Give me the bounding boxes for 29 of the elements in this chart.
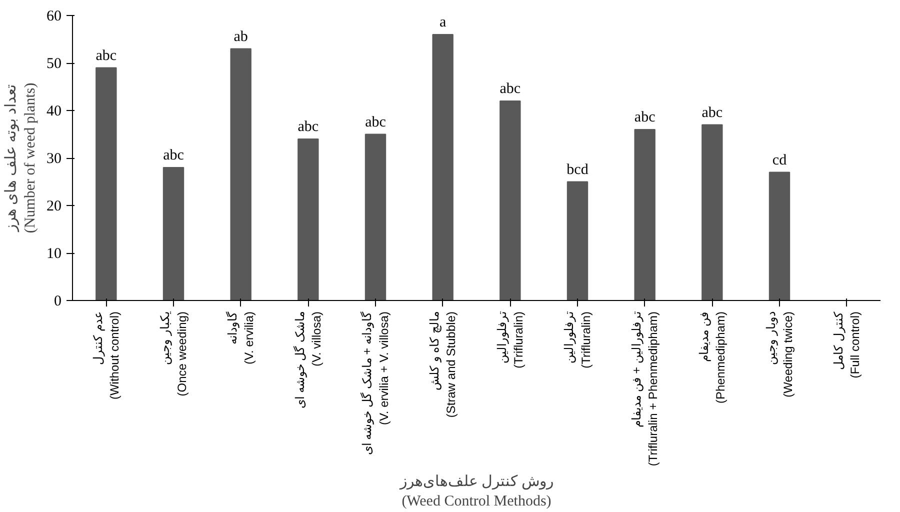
bar [768,172,790,300]
data-label: abc [163,148,184,164]
bar [432,34,454,300]
bar [364,134,386,300]
data-label: ab [234,28,248,45]
data-label: abc [365,114,386,130]
data-label: abc [500,81,521,97]
y-tick-label: 10 [46,246,62,262]
y-tick-label: 50 [46,56,62,72]
data-label: abc [96,48,117,64]
data-label: abc [298,119,319,135]
bar [298,138,319,300]
bar [566,181,588,300]
data-label: abc [702,104,723,121]
y-tick-label: 30 [46,151,62,167]
data-label: bcd [566,162,589,178]
bar [96,67,117,300]
y-tick-label: 40 [46,104,62,120]
bar [162,167,184,300]
data-label: cd [772,152,788,168]
data-label: a [440,14,447,30]
y-tick-label: 0 [54,294,62,310]
bar [634,129,656,300]
bar [230,48,252,300]
data-label: abc [634,110,656,126]
bar [702,124,723,300]
y-tick-label: 60 [46,8,62,24]
bar [500,100,521,300]
y-tick-label: 20 [46,198,62,214]
